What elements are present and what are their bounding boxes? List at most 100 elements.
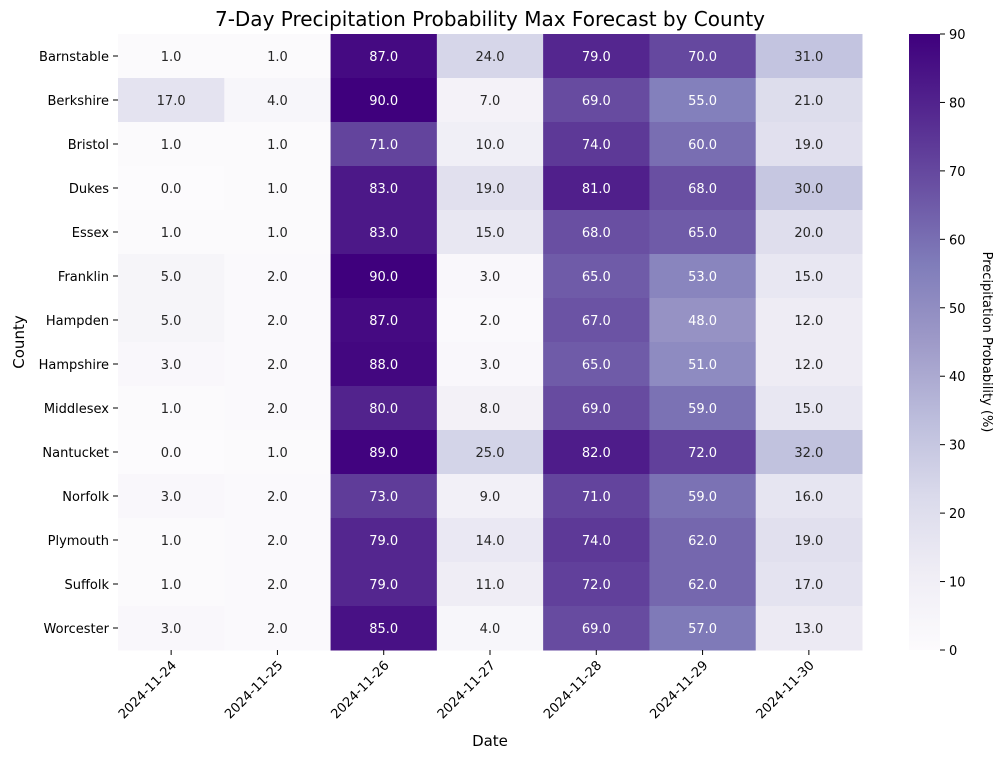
cell-value-label: 65.0	[582, 358, 611, 373]
heatmap-cell	[436, 210, 544, 255]
cell-value-label: 1.0	[161, 534, 182, 549]
colorbar-tick-label: 10	[949, 576, 966, 591]
cell-value-label: 2.0	[480, 314, 501, 329]
cell-value-label: 80.0	[369, 402, 398, 417]
heatmap-cell	[543, 518, 650, 563]
cell-value-label: 2.0	[267, 578, 288, 593]
heatmap-cell	[755, 518, 863, 563]
y-tick-label: Hampden	[46, 314, 109, 329]
heatmap-cell	[330, 34, 438, 79]
cell-value-label: 3.0	[161, 622, 182, 637]
y-tick-label: Nantucket	[42, 446, 109, 461]
heatmap-cell	[224, 474, 332, 519]
heatmap-cell	[224, 430, 332, 475]
heatmap-cell	[118, 298, 225, 343]
cell-value-label: 25.0	[476, 446, 505, 461]
heatmap-cell	[118, 386, 225, 431]
heatmap-cells: 1.0 1.0 87.0 24.0 79.0 70.0 31.0 17.0 4.0 90.0 7.0…	[118, 34, 863, 651]
heatmap-cell	[330, 210, 438, 255]
heatmap-cell	[649, 562, 757, 607]
x-tick-label: 2024-11-27	[435, 658, 499, 722]
cell-value-label: 59.0	[688, 490, 717, 505]
heatmap-cell	[755, 562, 863, 607]
cell-value-label: 19.0	[476, 182, 505, 197]
heatmap-cell	[330, 254, 438, 299]
heatmap-cell	[224, 254, 332, 299]
cell-value-label: 90.0	[369, 270, 398, 285]
cell-value-label: 65.0	[582, 270, 611, 285]
heatmap-cell	[649, 78, 757, 123]
cell-value-label: 31.0	[794, 50, 823, 65]
heatmap-cell	[118, 210, 225, 255]
cell-value-label: 81.0	[582, 182, 611, 197]
x-axis-label: Date	[472, 732, 508, 750]
cell-value-label: 69.0	[582, 94, 611, 109]
cell-value-label: 19.0	[794, 138, 823, 153]
cell-value-label: 1.0	[267, 182, 288, 197]
y-tick-label: Middlesex	[44, 402, 109, 417]
colorbar-tick-label: 0	[949, 644, 957, 659]
heatmap-cell	[224, 210, 332, 255]
heatmap-cell	[649, 342, 757, 387]
cell-value-label: 19.0	[794, 534, 823, 549]
x-tick-label: 2024-11-30	[754, 658, 818, 722]
heatmap-cell	[649, 298, 757, 343]
cell-value-label: 62.0	[688, 534, 717, 549]
cell-value-label: 15.0	[476, 226, 505, 241]
cell-value-label: 48.0	[688, 314, 717, 329]
cell-value-label: 17.0	[794, 578, 823, 593]
cell-value-label: 88.0	[369, 358, 398, 373]
heatmap-cell	[755, 122, 863, 167]
heatmap-cell	[649, 474, 757, 519]
cell-value-label: 3.0	[480, 358, 501, 373]
cell-value-label: 87.0	[369, 50, 398, 65]
cell-value-label: 1.0	[267, 50, 288, 65]
heatmap-cell	[118, 342, 225, 387]
cell-value-label: 12.0	[794, 358, 823, 373]
heatmap-cell	[118, 518, 225, 563]
colorbar-tick-label: 80	[949, 96, 966, 111]
cell-value-label: 72.0	[582, 578, 611, 593]
cell-value-label: 4.0	[480, 622, 501, 637]
heatmap-cell	[755, 254, 863, 299]
heatmap-cell	[224, 386, 332, 431]
cell-value-label: 16.0	[794, 490, 823, 505]
heatmap-cell	[543, 474, 650, 519]
heatmap-cell	[436, 34, 544, 79]
cell-value-label: 73.0	[369, 490, 398, 505]
heatmap-cell	[224, 166, 332, 211]
colorbar-label: Precipitation Probability (%)	[979, 252, 994, 433]
cell-value-label: 60.0	[688, 138, 717, 153]
heatmap-cell	[436, 606, 544, 651]
heatmap-cell	[543, 210, 650, 255]
heatmap-cell	[543, 386, 650, 431]
x-tick-label: 2024-11-24	[116, 658, 180, 722]
colorbar-tick-label: 40	[949, 370, 966, 385]
x-axis-ticks: 2024-11-24 2024-11-25 2024-11-26 2024-11-27…	[116, 650, 818, 722]
cell-value-label: 1.0	[267, 446, 288, 461]
heatmap-cell	[224, 298, 332, 343]
cell-value-label: 83.0	[369, 226, 398, 241]
heatmap-cell	[118, 166, 225, 211]
heatmap-cell	[118, 562, 225, 607]
cell-value-label: 3.0	[161, 490, 182, 505]
heatmap-cell	[649, 518, 757, 563]
cell-value-label: 85.0	[369, 622, 398, 637]
heatmap-cell	[436, 342, 544, 387]
heatmap-cell	[436, 298, 544, 343]
cell-value-label: 59.0	[688, 402, 717, 417]
cell-value-label: 71.0	[369, 138, 398, 153]
heatmap-cell	[330, 518, 438, 563]
colorbar-tick-label: 90	[949, 28, 966, 43]
heatmap-cell	[118, 34, 225, 79]
heatmap-cell	[543, 562, 650, 607]
cell-value-label: 68.0	[688, 182, 717, 197]
y-axis-ticks: Barnstable Berkshire Bristol Dukes Essex Fran…	[39, 50, 118, 637]
cell-value-label: 24.0	[476, 50, 505, 65]
heatmap-cell	[543, 342, 650, 387]
x-tick-label: 2024-11-28	[541, 658, 605, 722]
cell-value-label: 0.0	[161, 182, 182, 197]
y-tick-label: Essex	[72, 226, 110, 241]
cell-value-label: 15.0	[794, 402, 823, 417]
